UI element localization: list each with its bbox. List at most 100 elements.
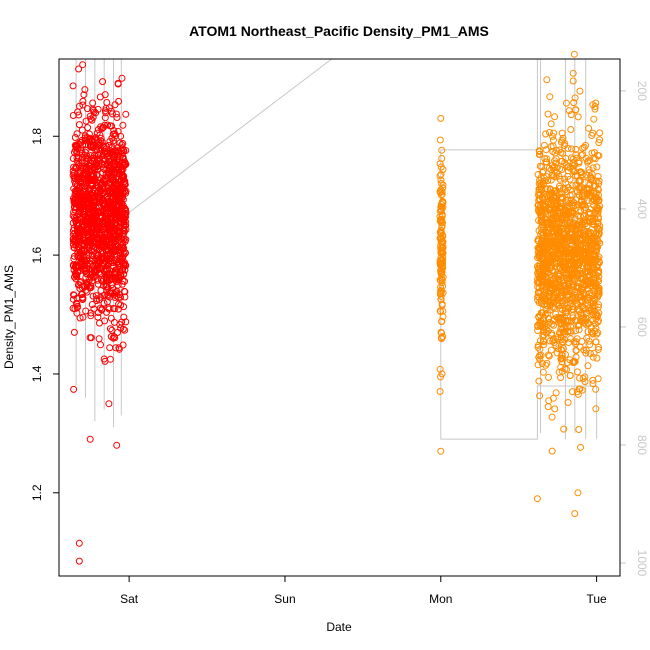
data-point [437,447,445,455]
data-point [558,351,566,359]
data-point [76,314,84,322]
data-point [92,159,100,167]
data-point [437,216,445,223]
data-point [555,227,563,235]
data-point [437,205,445,213]
data-point [97,341,104,349]
data-point [588,315,596,323]
data-point [436,290,444,298]
data-point [561,264,569,272]
data-point [580,238,588,246]
data-point [107,314,115,322]
data-point [115,224,123,231]
data-point [94,105,102,113]
data-point [436,388,444,395]
data-point [109,130,117,138]
data-point [571,265,579,273]
data-point [119,121,127,129]
data-point [72,241,80,249]
data-point [589,129,597,137]
data-point [549,148,557,155]
data-point [582,251,590,259]
data-point [588,214,596,222]
data-point [71,134,79,141]
data-point [102,104,110,112]
data-point [550,339,558,347]
data-point [547,263,554,271]
data-point [76,202,84,210]
data-point [560,211,568,219]
data-point [595,309,603,317]
data-point [569,77,577,85]
data-point [570,50,578,58]
y-tick-label: 1.2 [30,484,44,501]
data-point [554,270,561,278]
data-point [77,258,85,266]
data-point [114,80,122,88]
data-point [73,149,81,157]
data-point [108,326,116,334]
data-point [594,172,602,180]
data-point [119,189,127,197]
data-point [438,317,446,325]
data-point [438,223,446,231]
data-point [553,259,560,267]
data-point [541,291,549,299]
data-point [82,267,90,275]
data-point [542,287,550,295]
data-point [75,111,83,119]
data-point [79,294,87,302]
data-point [586,341,594,349]
y2-tick-label: 400 [635,199,649,219]
data-point [117,166,125,174]
data-point [551,405,559,413]
data-point [589,164,597,172]
data-point [535,313,543,320]
data-point [565,270,573,278]
data-point [94,313,102,321]
data-point [588,177,596,185]
y2-tick-label: 800 [635,435,649,455]
data-point [556,218,564,226]
data-point [86,237,94,244]
data-point [555,220,562,228]
data-point [103,193,111,201]
x-tick-label: Mon [429,592,452,606]
data-point [87,312,95,320]
data-point [86,435,94,443]
data-point [596,136,604,144]
data-point [111,247,119,255]
data-point [114,188,122,196]
data-point [549,132,557,140]
data-point [560,258,568,266]
data-point [570,219,578,227]
series-0 [69,61,130,565]
data-point [93,223,101,231]
data-point [593,330,601,338]
data-point [70,163,78,171]
data-point [554,345,562,353]
data-point [568,182,576,190]
data-point [552,232,560,240]
data-point [439,263,446,271]
data-point [86,334,94,342]
data-point [594,151,602,159]
data-point [567,111,575,119]
data-point [104,169,112,177]
data-point [87,180,95,188]
y-tick-label: 1.8 [30,128,44,145]
data-point [112,110,120,118]
data-point [78,220,86,228]
data-point [550,234,558,241]
data-point [552,389,560,397]
data-point [101,210,109,218]
data-point [117,249,125,257]
data-point [540,293,547,301]
data-point [110,333,118,341]
data-point [71,187,79,195]
data-point [91,151,98,159]
data-point [115,260,123,268]
data-point [541,242,549,250]
data-point [76,259,84,267]
data-point [566,372,574,379]
